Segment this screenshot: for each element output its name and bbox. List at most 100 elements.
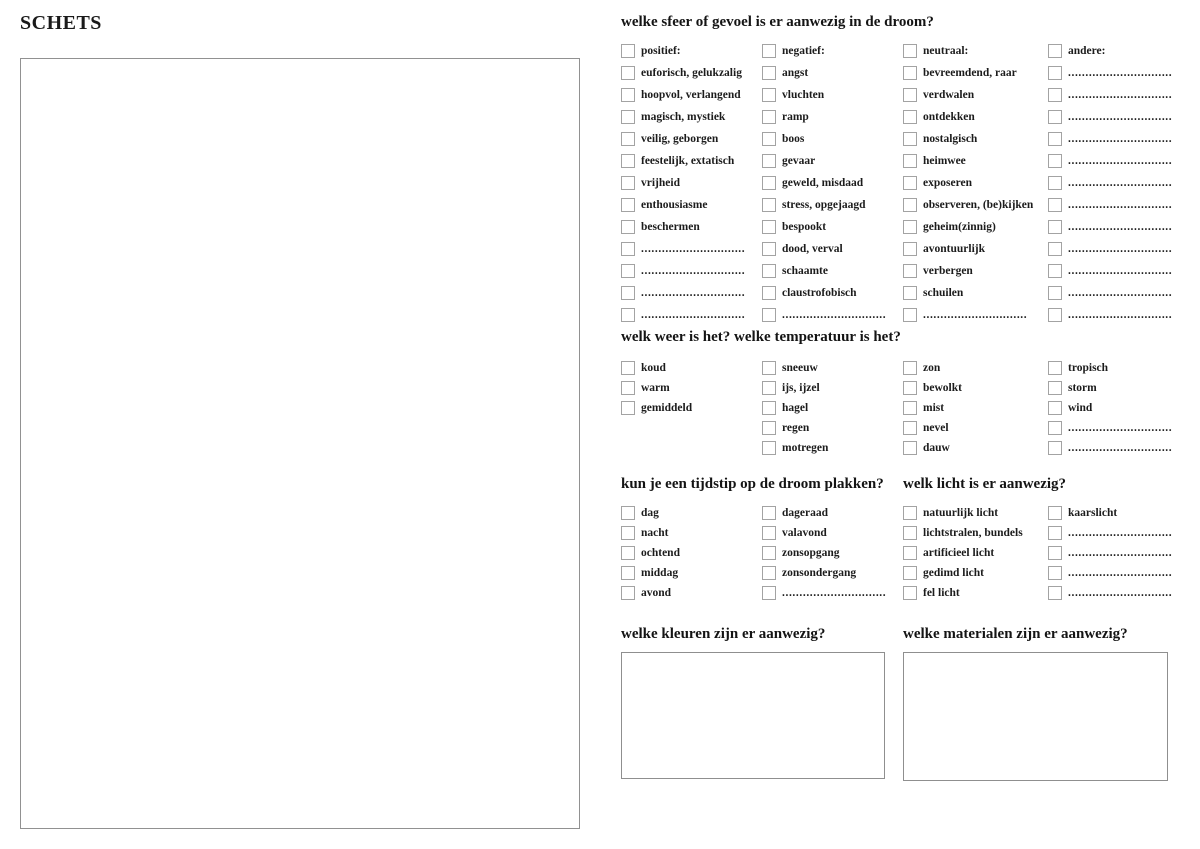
- checkbox[interactable]: [762, 361, 776, 375]
- checkbox[interactable]: [903, 242, 917, 256]
- checkbox[interactable]: [1048, 586, 1062, 600]
- checkbox[interactable]: [762, 176, 776, 190]
- checkbox[interactable]: [1048, 401, 1062, 415]
- checkbox[interactable]: [762, 242, 776, 256]
- checkbox[interactable]: [903, 586, 917, 600]
- checkbox[interactable]: [621, 198, 635, 212]
- checkbox[interactable]: [621, 526, 635, 540]
- checkbox[interactable]: [762, 586, 776, 600]
- checkbox[interactable]: [1048, 88, 1062, 102]
- write-in-line[interactable]: ..............................: [1068, 422, 1173, 434]
- write-in-line[interactable]: ..............................: [1068, 133, 1173, 145]
- checkbox[interactable]: [1048, 132, 1062, 146]
- checkbox[interactable]: [762, 546, 776, 560]
- checkbox[interactable]: [621, 44, 635, 58]
- write-in-line[interactable]: ..............................: [641, 265, 746, 277]
- checkbox[interactable]: [1048, 220, 1062, 234]
- write-in-line[interactable]: ..............................: [1068, 111, 1173, 123]
- checkbox[interactable]: [1048, 154, 1062, 168]
- checkbox[interactable]: [621, 586, 635, 600]
- checkbox[interactable]: [762, 110, 776, 124]
- checkbox[interactable]: [903, 526, 917, 540]
- checkbox[interactable]: [762, 264, 776, 278]
- checkbox[interactable]: [1048, 421, 1062, 435]
- checkbox[interactable]: [1048, 546, 1062, 560]
- checkbox[interactable]: [762, 132, 776, 146]
- checkbox[interactable]: [1048, 381, 1062, 395]
- checkbox[interactable]: [903, 361, 917, 375]
- checkbox[interactable]: [762, 44, 776, 58]
- checkbox[interactable]: [903, 264, 917, 278]
- checkbox[interactable]: [903, 381, 917, 395]
- checkbox[interactable]: [1048, 286, 1062, 300]
- checkbox[interactable]: [762, 526, 776, 540]
- checkbox[interactable]: [762, 66, 776, 80]
- write-in-line[interactable]: ..............................: [641, 287, 746, 299]
- checkbox[interactable]: [621, 308, 635, 322]
- checkbox[interactable]: [1048, 441, 1062, 455]
- checkbox[interactable]: [1048, 66, 1062, 80]
- checkbox[interactable]: [762, 286, 776, 300]
- sketch-drawing-area[interactable]: [20, 58, 580, 829]
- checkbox[interactable]: [762, 381, 776, 395]
- checkbox[interactable]: [762, 308, 776, 322]
- checkbox[interactable]: [621, 154, 635, 168]
- checkbox[interactable]: [621, 66, 635, 80]
- checkbox[interactable]: [903, 176, 917, 190]
- checkbox[interactable]: [762, 198, 776, 212]
- write-in-line[interactable]: ..............................: [1068, 155, 1173, 167]
- write-in-line[interactable]: ..............................: [1068, 67, 1173, 79]
- checkbox[interactable]: [621, 242, 635, 256]
- checkbox[interactable]: [762, 220, 776, 234]
- checkbox[interactable]: [1048, 176, 1062, 190]
- checkbox[interactable]: [762, 421, 776, 435]
- checkbox[interactable]: [621, 361, 635, 375]
- write-in-line[interactable]: ..............................: [1068, 527, 1173, 539]
- write-in-line[interactable]: ..............................: [1068, 442, 1173, 454]
- checkbox[interactable]: [903, 132, 917, 146]
- checkbox[interactable]: [903, 110, 917, 124]
- checkbox[interactable]: [1048, 110, 1062, 124]
- checkbox[interactable]: [903, 308, 917, 322]
- write-in-line[interactable]: ..............................: [782, 587, 887, 599]
- checkbox[interactable]: [621, 88, 635, 102]
- kleuren-write-in-box[interactable]: [621, 652, 885, 779]
- checkbox[interactable]: [1048, 198, 1062, 212]
- checkbox[interactable]: [1048, 242, 1062, 256]
- checkbox[interactable]: [903, 198, 917, 212]
- checkbox[interactable]: [621, 176, 635, 190]
- write-in-line[interactable]: ..............................: [1068, 221, 1173, 233]
- checkbox[interactable]: [903, 546, 917, 560]
- checkbox[interactable]: [762, 441, 776, 455]
- checkbox[interactable]: [1048, 361, 1062, 375]
- checkbox[interactable]: [903, 154, 917, 168]
- checkbox[interactable]: [621, 401, 635, 415]
- checkbox[interactable]: [1048, 566, 1062, 580]
- checkbox[interactable]: [762, 506, 776, 520]
- checkbox[interactable]: [903, 441, 917, 455]
- checkbox[interactable]: [903, 88, 917, 102]
- checkbox[interactable]: [1048, 44, 1062, 58]
- materialen-write-in-box[interactable]: [903, 652, 1168, 781]
- write-in-line[interactable]: ..............................: [1068, 287, 1173, 299]
- checkbox[interactable]: [621, 264, 635, 278]
- checkbox[interactable]: [903, 401, 917, 415]
- checkbox[interactable]: [903, 506, 917, 520]
- checkbox[interactable]: [762, 401, 776, 415]
- checkbox[interactable]: [903, 566, 917, 580]
- checkbox[interactable]: [621, 286, 635, 300]
- checkbox[interactable]: [903, 66, 917, 80]
- checkbox[interactable]: [762, 154, 776, 168]
- write-in-line[interactable]: ..............................: [1068, 89, 1173, 101]
- write-in-line[interactable]: ..............................: [641, 309, 746, 321]
- checkbox[interactable]: [903, 220, 917, 234]
- checkbox[interactable]: [1048, 506, 1062, 520]
- write-in-line[interactable]: ..............................: [923, 309, 1028, 321]
- checkbox[interactable]: [621, 220, 635, 234]
- checkbox[interactable]: [621, 546, 635, 560]
- checkbox[interactable]: [1048, 526, 1062, 540]
- checkbox[interactable]: [903, 421, 917, 435]
- write-in-line[interactable]: ..............................: [782, 309, 887, 321]
- checkbox[interactable]: [621, 506, 635, 520]
- checkbox[interactable]: [621, 566, 635, 580]
